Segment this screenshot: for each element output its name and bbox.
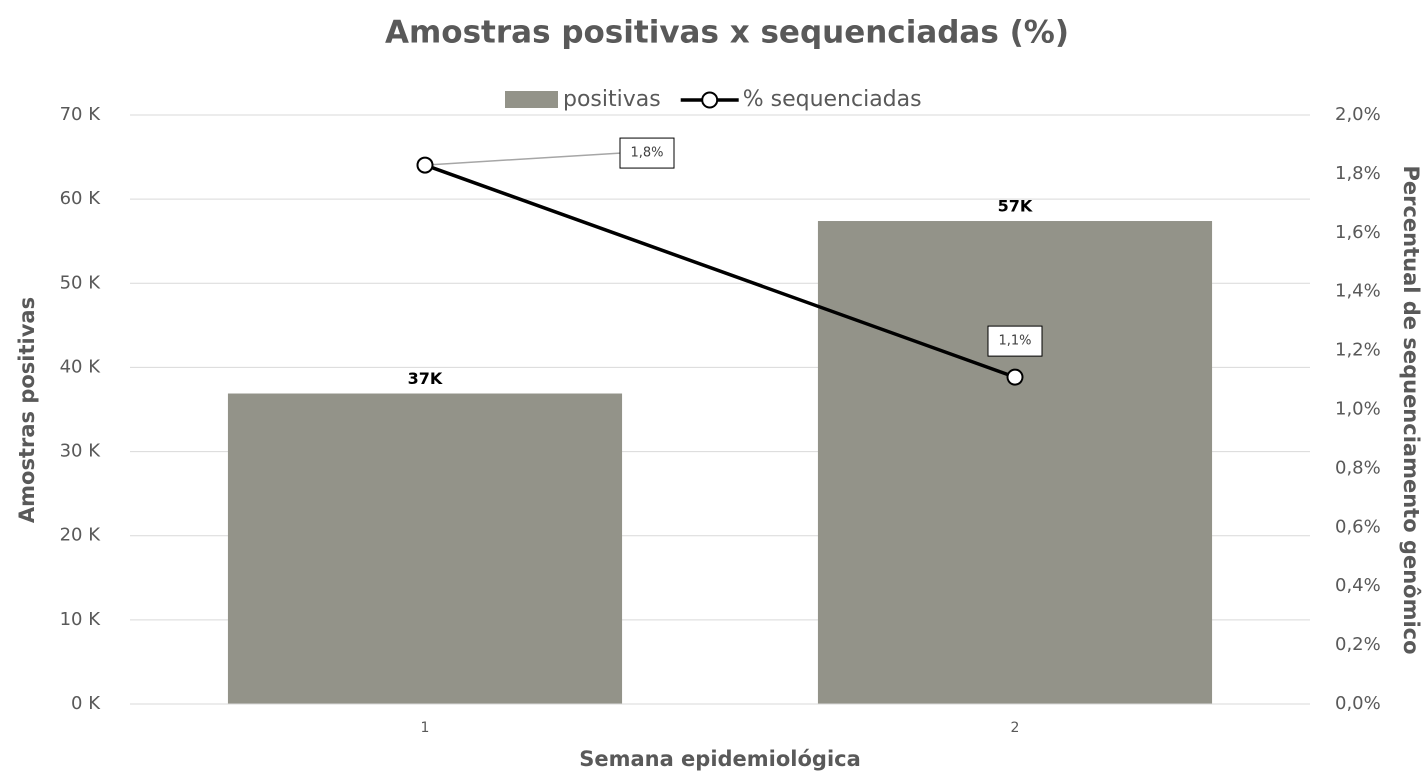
y-tick-label: 30 K (60, 441, 102, 462)
y2-tick-label: 1,2% (1335, 340, 1381, 361)
line-marker (1006, 368, 1024, 386)
y2-tick-label: 0,4% (1335, 575, 1381, 596)
y-tick-label: 60 K (60, 188, 102, 209)
x-tick-label: 2 (1011, 720, 1020, 736)
y-tick-label: 20 K (60, 525, 102, 546)
y-axis-title: Amostras positivas (15, 297, 39, 523)
y2-axis-title: Percentual de sequenciamento genômico (1399, 165, 1423, 654)
line (424, 163, 1016, 379)
y2-tick-label: 0,6% (1335, 516, 1381, 537)
y-tick-label: 0 K (71, 693, 101, 714)
chart-title: Amostras positivas x sequenciadas (%) (385, 15, 1069, 51)
line-value-label: 1,1% (998, 334, 1031, 349)
legend-label: % sequenciadas (743, 87, 922, 112)
label-box (619, 137, 675, 169)
y2-tick-label: 2,0% (1335, 104, 1381, 125)
bar (817, 221, 1213, 704)
y2-tick-label: 0,0% (1335, 693, 1381, 714)
y-tick-label: 40 K (60, 356, 102, 377)
y2-tick-label: 1,4% (1335, 281, 1381, 302)
x-axis-title: Semana epidemiológica (579, 747, 861, 771)
y-tick-label: 50 K (60, 272, 102, 293)
x-tick-label: 1 (421, 720, 430, 736)
y2-tick-label: 1,8% (1335, 163, 1381, 184)
bar-value-label: 57K (998, 197, 1033, 216)
legend-marker (701, 91, 719, 109)
y2-tick-label: 1,6% (1335, 222, 1381, 243)
y-tick-label: 10 K (60, 609, 102, 630)
y2-tick-label: 0,2% (1335, 634, 1381, 655)
leader-line (424, 152, 621, 166)
legend-label: positivas (563, 87, 661, 112)
y-tick-label: 70 K (60, 104, 102, 125)
y2-tick-label: 0,8% (1335, 457, 1381, 478)
line-marker (416, 156, 434, 174)
bar (227, 393, 623, 704)
y2-tick-label: 1,0% (1335, 399, 1381, 420)
line-value-label: 1,8% (630, 146, 663, 161)
bar-value-label: 37K (408, 369, 443, 388)
legend-swatch (505, 91, 558, 108)
label-box (987, 325, 1043, 357)
